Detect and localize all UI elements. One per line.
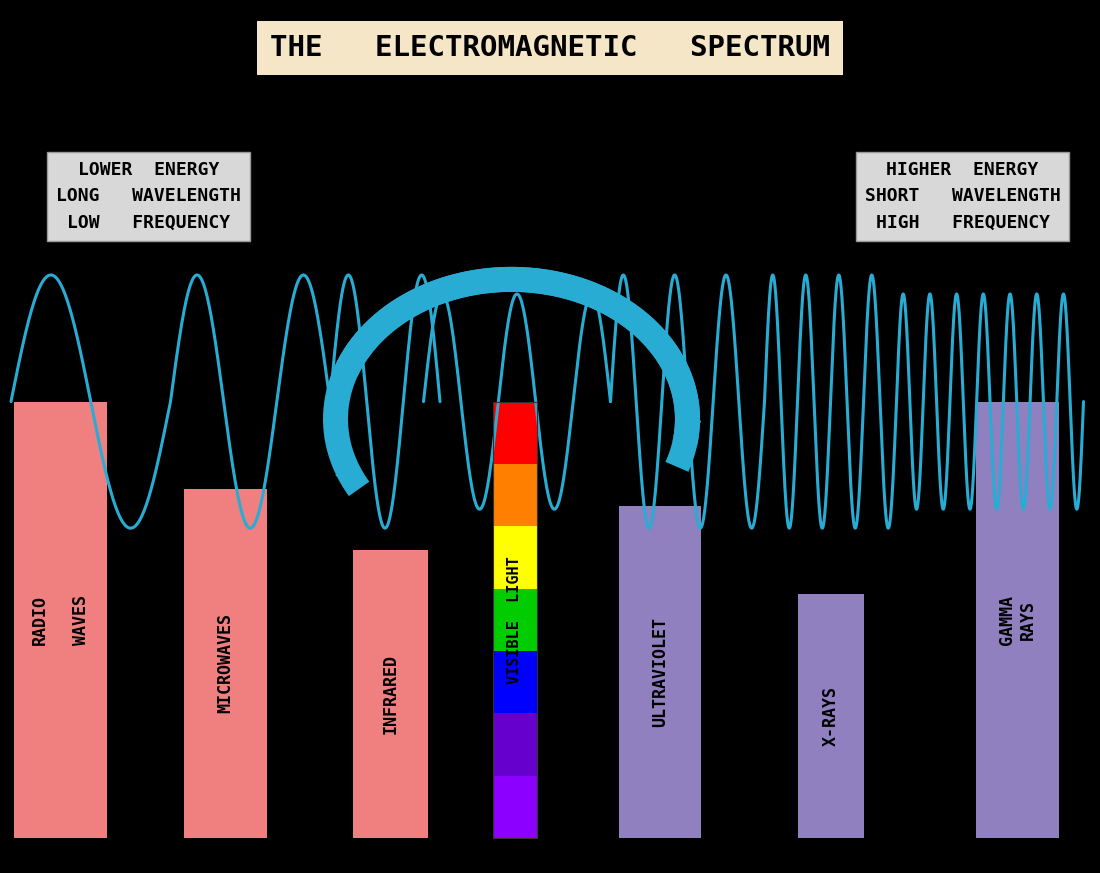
Text: VISIBLE  LIGHT: VISIBLE LIGHT: [507, 556, 522, 684]
Text: HIGHER  ENERGY
SHORT   WAVELENGTH
HIGH   FREQUENCY: HIGHER ENERGY SHORT WAVELENGTH HIGH FREQ…: [865, 161, 1060, 232]
Text: LOWER  ENERGY
LONG   WAVELENGTH
LOW   FREQUENCY: LOWER ENERGY LONG WAVELENGTH LOW FREQUEN…: [56, 161, 241, 232]
Bar: [977, 402, 1058, 838]
Bar: [493, 651, 537, 713]
Bar: [353, 550, 428, 838]
Text: INFRARED: INFRARED: [382, 654, 399, 734]
Bar: [493, 588, 537, 651]
Bar: [618, 506, 702, 838]
Bar: [184, 489, 266, 838]
Bar: [493, 776, 537, 838]
Bar: [13, 402, 108, 838]
Text: MICROWAVES: MICROWAVES: [217, 614, 234, 713]
Bar: [493, 464, 537, 526]
Text: RADIO

WAVES: RADIO WAVES: [31, 595, 90, 645]
Text: ULTRAVIOLET: ULTRAVIOLET: [651, 617, 669, 727]
Bar: [493, 402, 537, 464]
Bar: [798, 594, 864, 838]
Text: X-RAYS: X-RAYS: [822, 686, 839, 746]
Text: GAMMA
RAYS: GAMMA RAYS: [998, 595, 1037, 645]
Bar: [493, 402, 537, 838]
Bar: [493, 713, 537, 776]
Text: THE   ELECTROMAGNETIC   SPECTRUM: THE ELECTROMAGNETIC SPECTRUM: [270, 34, 830, 62]
Bar: [493, 526, 537, 588]
